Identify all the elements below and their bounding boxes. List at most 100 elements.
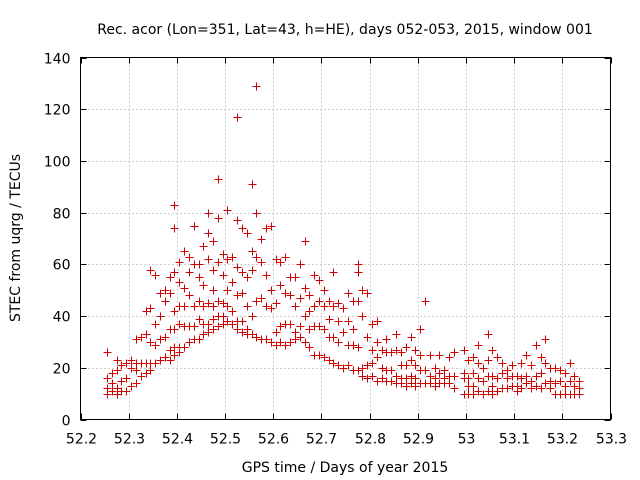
data-point bbox=[426, 379, 435, 388]
data-point bbox=[248, 312, 257, 321]
data-point bbox=[570, 372, 579, 381]
data-point bbox=[527, 361, 536, 370]
data-point bbox=[257, 235, 266, 244]
data-point bbox=[320, 353, 329, 362]
data-point bbox=[228, 253, 237, 262]
data-point bbox=[532, 382, 541, 391]
data-point bbox=[252, 297, 261, 306]
data-point bbox=[151, 271, 160, 280]
x-tick-label: 53.2 bbox=[547, 432, 578, 448]
data-point bbox=[146, 266, 155, 275]
data-point bbox=[532, 341, 541, 350]
data-point bbox=[450, 372, 459, 381]
data-point bbox=[262, 335, 271, 344]
data-point bbox=[233, 216, 242, 225]
data-point bbox=[522, 379, 531, 388]
data-point bbox=[228, 307, 237, 316]
y-tick-label: 100 bbox=[44, 155, 71, 171]
data-point bbox=[416, 351, 425, 360]
data-point bbox=[556, 377, 565, 386]
data-point bbox=[252, 82, 261, 91]
data-point bbox=[132, 366, 141, 375]
data-point bbox=[334, 361, 343, 370]
data-point bbox=[368, 359, 377, 368]
y-tick-label: 20 bbox=[53, 362, 71, 378]
data-points bbox=[103, 82, 584, 399]
data-point bbox=[551, 379, 560, 388]
data-point bbox=[113, 356, 122, 365]
y-tick-label: 140 bbox=[44, 52, 71, 68]
data-point bbox=[117, 377, 126, 386]
data-point bbox=[296, 294, 305, 303]
data-point bbox=[561, 369, 570, 378]
data-point bbox=[488, 382, 497, 391]
data-point bbox=[407, 356, 416, 365]
data-point bbox=[517, 374, 526, 383]
data-point bbox=[392, 372, 401, 381]
x-tick-label: 52.5 bbox=[210, 432, 241, 448]
data-point bbox=[276, 338, 285, 347]
data-point bbox=[566, 359, 575, 368]
data-point bbox=[228, 320, 237, 329]
data-point bbox=[325, 297, 334, 306]
data-point bbox=[223, 206, 232, 215]
data-point bbox=[195, 260, 204, 269]
data-point bbox=[127, 382, 136, 391]
data-point bbox=[132, 379, 141, 388]
data-point bbox=[161, 297, 170, 306]
data-point bbox=[276, 322, 285, 331]
data-point bbox=[296, 260, 305, 269]
data-point bbox=[469, 353, 478, 362]
data-point bbox=[252, 209, 261, 218]
data-point bbox=[166, 356, 175, 365]
data-point bbox=[219, 312, 228, 321]
data-point bbox=[103, 374, 112, 383]
data-point bbox=[175, 258, 184, 267]
data-point bbox=[411, 374, 420, 383]
data-point bbox=[435, 351, 444, 360]
data-point bbox=[127, 364, 136, 373]
data-point bbox=[334, 317, 343, 326]
data-point bbox=[358, 372, 367, 381]
data-point bbox=[223, 286, 232, 295]
data-point bbox=[426, 372, 435, 381]
data-point bbox=[170, 307, 179, 316]
data-point bbox=[339, 304, 348, 313]
data-point bbox=[108, 369, 117, 378]
data-point bbox=[402, 343, 411, 352]
data-point bbox=[305, 291, 314, 300]
data-point bbox=[272, 299, 281, 308]
data-point bbox=[276, 258, 285, 267]
data-point bbox=[267, 338, 276, 347]
data-point bbox=[296, 333, 305, 342]
data-point bbox=[541, 379, 550, 388]
data-point bbox=[185, 291, 194, 300]
data-point bbox=[368, 372, 377, 381]
data-point bbox=[214, 258, 223, 267]
data-point bbox=[344, 289, 353, 298]
data-point bbox=[204, 255, 213, 264]
data-point bbox=[349, 325, 358, 334]
data-point bbox=[546, 377, 555, 386]
x-tick-label: 53.1 bbox=[499, 432, 530, 448]
data-point bbox=[209, 286, 218, 295]
plot-frame bbox=[80, 57, 611, 420]
data-point bbox=[339, 364, 348, 373]
data-point bbox=[464, 374, 473, 383]
data-point bbox=[310, 271, 319, 280]
data-point bbox=[219, 271, 228, 280]
data-point bbox=[503, 384, 512, 393]
data-point bbox=[575, 377, 584, 386]
data-point bbox=[170, 201, 179, 210]
data-point bbox=[180, 284, 189, 293]
data-point bbox=[214, 214, 223, 223]
data-point bbox=[358, 286, 367, 295]
data-point bbox=[185, 253, 194, 262]
data-point bbox=[190, 222, 199, 231]
data-point bbox=[146, 338, 155, 347]
data-point bbox=[137, 372, 146, 381]
data-point bbox=[450, 348, 459, 357]
data-point bbox=[175, 320, 184, 329]
data-point bbox=[238, 317, 247, 326]
